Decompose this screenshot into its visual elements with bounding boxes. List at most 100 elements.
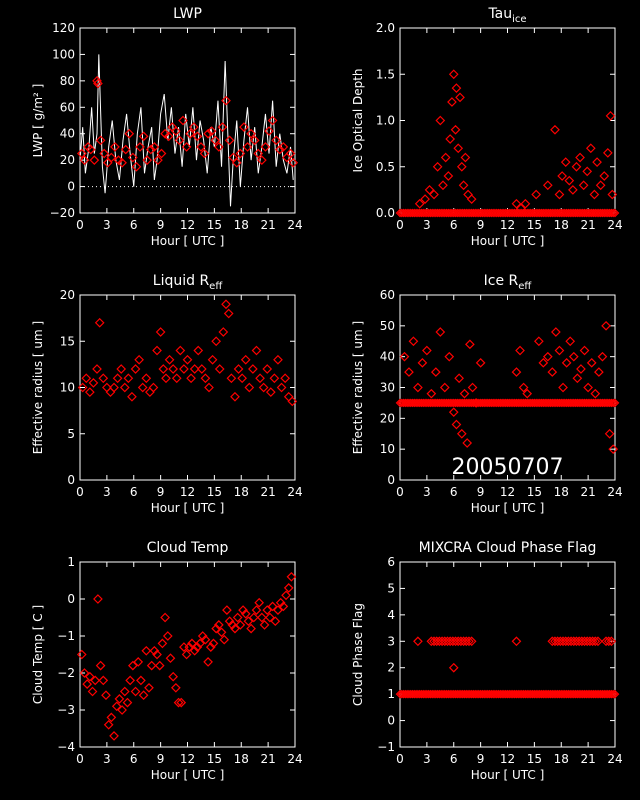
data-point xyxy=(94,317,105,328)
x-tick-label: 6 xyxy=(450,752,458,766)
y-tick-label: 1 xyxy=(387,687,395,701)
data-point xyxy=(534,336,544,347)
y-axis-label: Cloud Temp [ C ] xyxy=(31,605,45,704)
data-point xyxy=(429,636,439,647)
chart-panel-4: Ice Reff 0 3 6 9 12 15 18 21 24 0 10 20 30 40 50 60 Hour … xyxy=(351,273,623,515)
data-point xyxy=(458,636,469,647)
data-point xyxy=(417,357,428,368)
data-point xyxy=(593,636,603,647)
x-tick-label: 21 xyxy=(580,485,595,499)
data-point xyxy=(128,660,138,671)
data-point xyxy=(168,671,179,682)
data-point xyxy=(448,662,459,673)
x-tick-label: 15 xyxy=(207,752,222,766)
data-point xyxy=(85,671,95,682)
data-point xyxy=(149,645,160,656)
x-tick-label: 3 xyxy=(423,218,431,232)
y-tick-label: 60 xyxy=(380,288,395,302)
data-point xyxy=(455,92,465,103)
data-point xyxy=(160,612,170,623)
x-tick-label: 24 xyxy=(287,752,302,766)
data-point xyxy=(76,148,87,159)
data-point xyxy=(568,185,578,195)
data-point xyxy=(453,143,464,154)
data-point xyxy=(119,686,130,697)
data-point xyxy=(610,689,620,699)
y-tick-label: 0.5 xyxy=(376,160,395,174)
data-point xyxy=(235,148,246,159)
y-tick-label: 20 xyxy=(380,411,395,425)
data-point xyxy=(249,135,260,146)
x-tick-label: 0 xyxy=(76,218,84,232)
data-point xyxy=(189,364,200,374)
data-point xyxy=(77,382,88,393)
data-point xyxy=(90,675,101,686)
data-point xyxy=(445,134,456,144)
data-point xyxy=(255,373,265,384)
data-point xyxy=(439,382,450,393)
data-point xyxy=(152,345,162,356)
data-point xyxy=(130,686,141,697)
chart-panel-3: Liquid Reff 0 3 6 9 12 15 18 21 24 0 5 10 15 20 Hour [ … xyxy=(31,273,303,515)
data-point xyxy=(179,364,189,374)
data-point xyxy=(442,636,453,647)
data-point xyxy=(85,144,96,155)
data-point xyxy=(440,152,451,163)
data-point xyxy=(189,645,200,656)
data-point xyxy=(243,616,254,627)
data-point xyxy=(203,657,213,667)
data-point xyxy=(550,636,560,647)
data-point xyxy=(239,122,249,132)
data-point xyxy=(186,373,196,384)
data-point xyxy=(599,171,610,181)
plot-frame xyxy=(79,294,296,481)
data-point xyxy=(144,682,154,693)
data-point xyxy=(426,388,437,399)
x-tick-label: 9 xyxy=(477,485,485,499)
x-tick-label: 3 xyxy=(103,485,111,499)
data-point xyxy=(426,636,437,647)
data-point xyxy=(232,612,243,623)
data-point xyxy=(130,364,141,374)
data-point xyxy=(87,686,98,697)
data-point xyxy=(182,354,193,365)
y-tick-label: 0 xyxy=(387,714,395,728)
y-tick-label: 1.0 xyxy=(376,114,395,128)
data-point xyxy=(219,634,230,645)
data-point xyxy=(257,612,267,623)
x-tick-label: 9 xyxy=(157,485,165,499)
data-point xyxy=(171,682,181,693)
data-point xyxy=(153,155,163,165)
data-point xyxy=(267,601,278,612)
data-point xyxy=(568,351,579,362)
data-point xyxy=(538,357,549,368)
x-tick-label: 3 xyxy=(423,752,431,766)
data-point xyxy=(231,157,242,168)
data-point xyxy=(571,161,582,172)
data-point xyxy=(164,354,175,365)
data-point xyxy=(76,649,87,660)
x-tick-label: 6 xyxy=(450,485,458,499)
data-point xyxy=(552,636,563,647)
x-tick-label: 21 xyxy=(260,218,275,232)
data-point xyxy=(413,382,423,393)
y-tick-label: 0 xyxy=(67,473,75,487)
data-point xyxy=(579,636,590,647)
data-point xyxy=(98,373,109,384)
data-point xyxy=(89,155,100,165)
data-point xyxy=(226,373,237,384)
data-point xyxy=(451,83,462,93)
data-point xyxy=(560,636,571,647)
data-point xyxy=(283,391,294,402)
data-point xyxy=(558,382,568,393)
data-point xyxy=(197,631,208,641)
chart-title: Ice Reff xyxy=(484,273,533,292)
data-point xyxy=(85,387,95,397)
chart-title: MIXCRA Cloud Phase Flag xyxy=(419,540,597,556)
data-point xyxy=(608,689,618,699)
x-tick-label: 18 xyxy=(234,752,249,766)
data-point xyxy=(207,354,218,365)
x-tick-label: 6 xyxy=(130,485,138,499)
y-tick-label: 10 xyxy=(380,442,395,456)
data-point xyxy=(404,367,414,377)
